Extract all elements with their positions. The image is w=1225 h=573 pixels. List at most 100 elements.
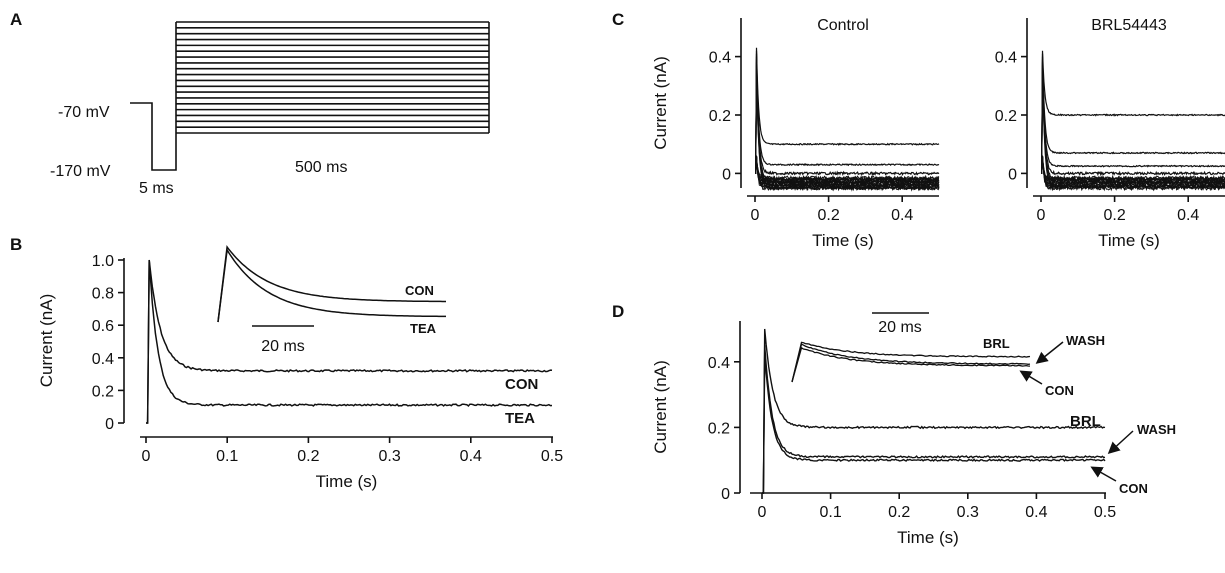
x-tick-label: 0.4 (891, 207, 913, 224)
panel-d-label: D (612, 302, 624, 321)
y-tick-label: 0.4 (709, 50, 731, 67)
inset-arrow-wash (1035, 341, 1064, 364)
panel-d: D 0 0.2 0.4 0 0.1 0.2 0.3 0.4 0.5 Time (s) Current… (612, 302, 1176, 547)
trace-baseline (1041, 155, 1225, 189)
x-tick-label: 0.2 (888, 504, 910, 521)
trace-label-con: CON (505, 376, 538, 393)
panel-d-axes: 0 0.2 0.4 0 0.1 0.2 0.3 0.4 0.5 Time (s) Current (… (651, 321, 1116, 547)
x-tick-label: 0 (142, 448, 151, 465)
trace-level (755, 65, 940, 191)
trace-level (755, 47, 940, 174)
trace-level (755, 50, 940, 174)
trace-baseline (1041, 155, 1225, 192)
panel-b: B 0 0.2 0.4 0.6 0.8 1.0 0 0.1 0.2 0.3 0.4 0.5 Time (… (10, 235, 563, 491)
trace-level (755, 56, 940, 183)
x-tick-label: 0 (758, 504, 767, 521)
trace-level (1041, 56, 1225, 174)
x-tick-label: 0.2 (297, 448, 319, 465)
prepulse-duration-label: 5 ms (139, 180, 174, 197)
inset-label-con: CON (1045, 383, 1074, 398)
y-tick-label: 0.2 (709, 108, 731, 125)
inset-scale-label: 20 ms (261, 338, 305, 355)
y-tick-label: 0.4 (708, 355, 730, 372)
trace-level (1041, 62, 1225, 182)
inset-trace-tea (217, 247, 446, 323)
trace-con (762, 355, 1106, 494)
y-tick-label: 1.0 (92, 253, 114, 270)
x-tick-label: 0.2 (1103, 207, 1125, 224)
trace-baseline (755, 155, 940, 181)
inset-label-tea: TEA (410, 321, 437, 336)
panel-c: C 0 0.2 0.4 0 0.2 0.4 Time (s) Current (nA) Cont… (612, 10, 1225, 250)
x-axis-title: Time (s) (1098, 231, 1160, 250)
protocol-prepulse (130, 22, 177, 171)
x-axis-title: Time (s) (897, 528, 959, 547)
panel-c-label: C (612, 10, 624, 29)
trace-level (755, 62, 940, 188)
x-axis-title: Time (s) (316, 472, 378, 491)
y-tick-label: 0.2 (708, 420, 730, 437)
x-tick-label: 0.3 (378, 448, 400, 465)
x-tick-label: 0.4 (1177, 207, 1199, 224)
trace-brl (762, 328, 1106, 494)
x-tick-label: 0.2 (817, 207, 839, 224)
panel-d-traces: BRL WASH CON (762, 328, 1176, 496)
panel-b-label: B (10, 235, 22, 254)
y-tick-label: 0 (722, 166, 731, 183)
y-tick-label: 0 (105, 416, 114, 433)
panel-a: A -70 mV -170 mV 5 ms 500 ms (10, 10, 490, 197)
inset-trace-brl (791, 341, 1031, 383)
trace-level (1041, 59, 1225, 177)
x-tick-label: 0.4 (1025, 504, 1047, 521)
inset-label-con: CON (405, 283, 434, 298)
inset-arrow-con (1019, 370, 1043, 385)
y-axis-title: Current (nA) (651, 56, 670, 150)
trace-tea (146, 259, 553, 424)
y-tick-label: 0.2 (995, 108, 1017, 125)
y-axis-title: Current (nA) (651, 360, 670, 454)
trace-label-tea: TEA (505, 410, 535, 427)
x-tick-label: 0 (751, 207, 760, 224)
trace-wash (762, 345, 1106, 494)
trace-level (1041, 53, 1225, 174)
y-tick-label: 0.8 (92, 286, 114, 303)
x-axis-title: Time (s) (812, 231, 874, 250)
y-tick-label: 0 (721, 486, 730, 503)
trace-level (755, 53, 940, 177)
y-tick-label: 0.4 (995, 50, 1017, 67)
x-tick-label: 0.3 (957, 504, 979, 521)
trace-label-wash: WASH (1137, 422, 1176, 437)
x-tick-label: 0.1 (819, 504, 841, 521)
inset-label-wash: WASH (1066, 333, 1105, 348)
x-tick-label: 0.5 (1094, 504, 1116, 521)
prepulse-potential-label: -170 mV (50, 163, 111, 180)
panel-c-brl: 0 0.2 0.4 0 0.2 0.4 Time (s) BRL54443 (995, 17, 1225, 250)
panel-c-title: BRL54443 (1091, 17, 1167, 34)
inset-label-brl: BRL (983, 336, 1010, 351)
inset-scale-label: 20 ms (878, 319, 922, 336)
x-tick-label: 0.5 (541, 448, 563, 465)
panel-d-inset: BRL WASH CON 20 ms (791, 312, 1105, 398)
panel-c-title: Control (817, 17, 869, 34)
inset-trace-wash (791, 343, 1031, 383)
trace-con (146, 259, 553, 424)
arrow-con (1090, 466, 1117, 482)
trace-level (1041, 50, 1225, 174)
panel-b-inset: CON TEA 20 ms (217, 245, 446, 355)
voltage-protocol (130, 21, 490, 171)
trace-baseline (1041, 155, 1225, 191)
panel-b-traces: CON TEA (146, 259, 553, 427)
trace-baseline (755, 155, 940, 192)
trace-label-con: CON (1119, 481, 1148, 496)
trace-level (1041, 68, 1225, 190)
panel-b-axes: 0 0.2 0.4 0.6 0.8 1.0 0 0.1 0.2 0.3 0.4 0.5 Time (s)… (37, 253, 563, 491)
y-tick-label: 0.6 (92, 318, 114, 335)
arrow-wash (1107, 430, 1134, 455)
y-tick-label: 0.4 (92, 351, 114, 368)
inset-trace-con (217, 245, 446, 323)
holding-potential-label: -70 mV (58, 104, 110, 121)
panel-c-control: 0 0.2 0.4 0 0.2 0.4 Time (s) Current (nA) Contro… (651, 17, 940, 250)
trace-label-brl: BRL (1070, 413, 1101, 430)
panel-a-label: A (10, 10, 22, 29)
